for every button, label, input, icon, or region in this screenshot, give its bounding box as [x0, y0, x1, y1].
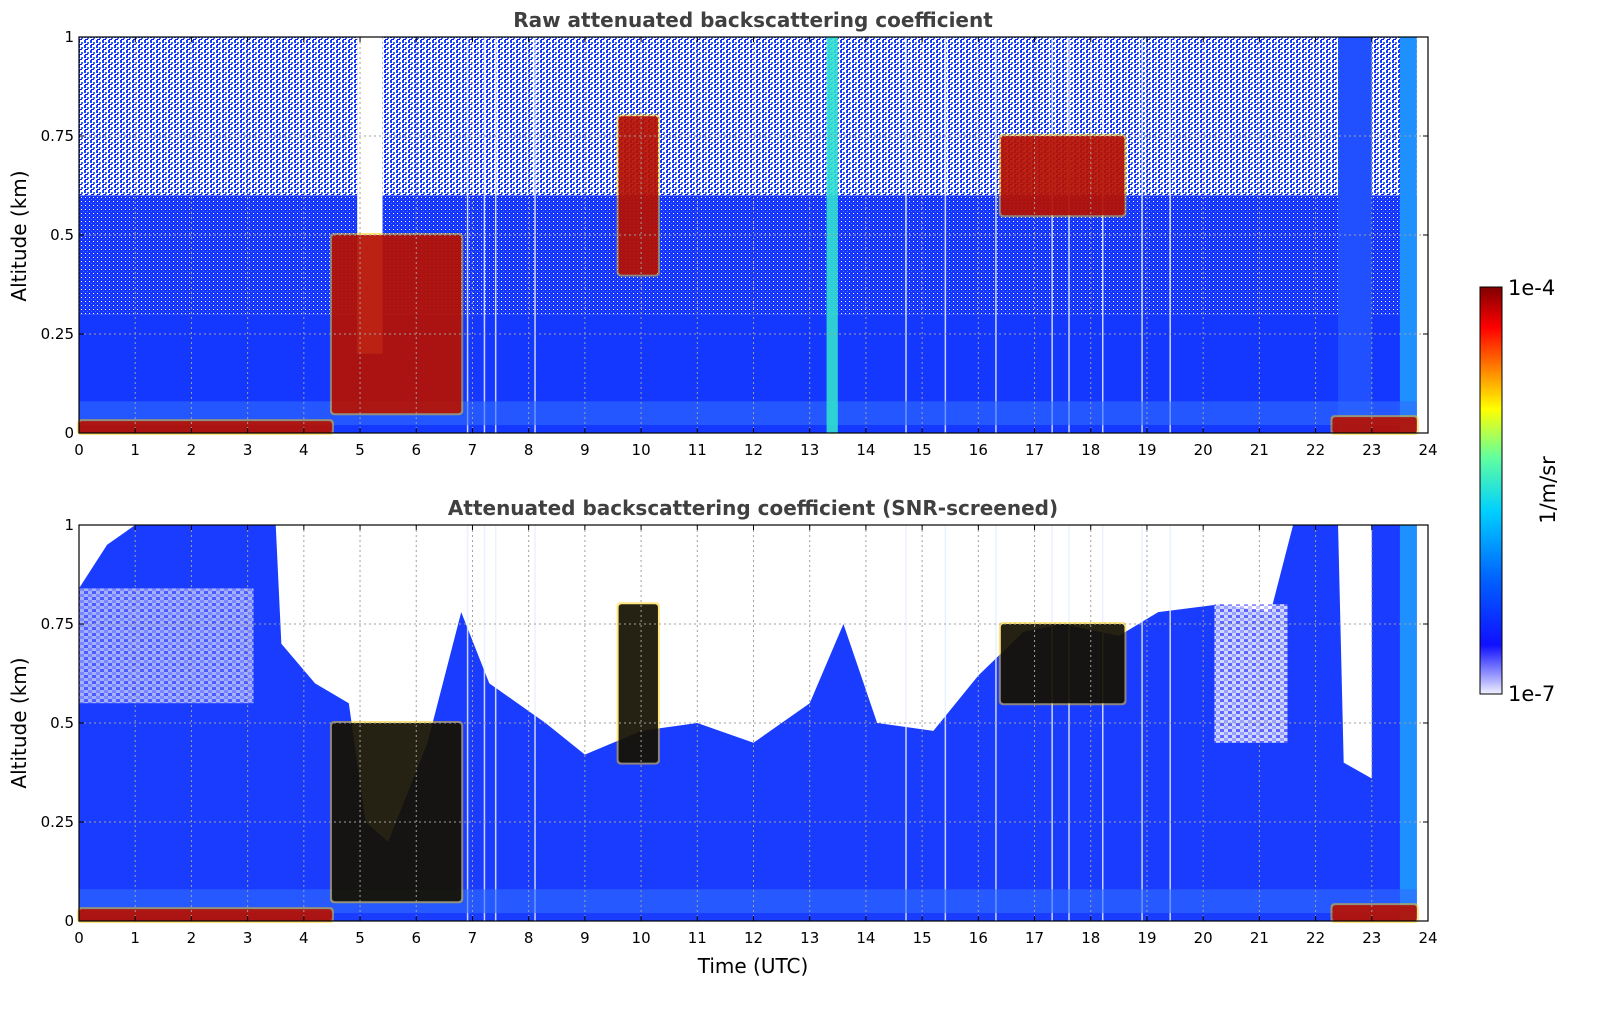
- grid: [79, 525, 1428, 921]
- x-tick-label: 0: [74, 441, 84, 459]
- x-tick-label: 12: [744, 929, 763, 947]
- heatmap-feature: [331, 235, 462, 414]
- x-tick-label: 12: [744, 441, 763, 459]
- plot-area: 0 1 2 3 4 5 6 7 8 9 10 11 12 13 14 15 16 17 18 19 20 21 22 23 24…: [41, 516, 1438, 947]
- grid: [79, 37, 1428, 433]
- heatmap-feature: [1000, 624, 1125, 704]
- x-tick-label: 3: [243, 441, 253, 459]
- heatmap-feature: [826, 37, 838, 433]
- panel-raw: Raw attenuated backscattering coefficien…: [7, 8, 1438, 459]
- y-tick-label: 1: [64, 516, 74, 534]
- x-tick-label: 18: [1081, 929, 1100, 947]
- chart-title: Attenuated backscattering coefficient (S…: [448, 496, 1058, 520]
- x-tick-label: 6: [411, 441, 421, 459]
- x-tick-label: 22: [1306, 441, 1325, 459]
- colorbar: 1e-4 1e-7 1/m/sr: [1479, 276, 1560, 706]
- colorbar-gradient: [1479, 286, 1503, 695]
- x-tick-label: 0: [74, 929, 84, 947]
- x-tick-label: 6: [411, 929, 421, 947]
- x-tick-label: 8: [524, 929, 534, 947]
- x-tick-label: 14: [856, 441, 875, 459]
- y-tick-label: 0.25: [41, 813, 74, 831]
- heatmap-features: [77, 37, 1419, 435]
- x-tick-label: 23: [1362, 929, 1381, 947]
- x-tick-label: 24: [1418, 929, 1437, 947]
- x-tick-label: 16: [969, 929, 988, 947]
- x-tick-label: 21: [1250, 441, 1269, 459]
- x-tick-label: 22: [1306, 929, 1325, 947]
- x-tick-label: 13: [800, 929, 819, 947]
- x-tick-label: 14: [856, 929, 875, 947]
- x-tick-label: 11: [688, 929, 707, 947]
- x-tick-label: 1: [130, 929, 140, 947]
- heatmap-feature: [79, 421, 332, 433]
- x-tick-label: 7: [468, 929, 478, 947]
- colorbar-unit-label: 1/m/sr: [1536, 456, 1560, 524]
- x-tick-label: 2: [187, 441, 197, 459]
- x-tick-label: 23: [1362, 441, 1381, 459]
- y-tick-label: 0.25: [41, 325, 74, 343]
- chart-title: Raw attenuated backscattering coefficien…: [513, 8, 993, 32]
- heatmap-feature: [618, 604, 658, 763]
- x-tick-label: 10: [632, 929, 651, 947]
- x-tick-label: 10: [632, 441, 651, 459]
- heatmap-features: [77, 602, 1419, 923]
- x-axis-label: Time (UTC): [697, 954, 809, 978]
- heatmap-feature: [1332, 905, 1417, 921]
- y-tick-label: 0.5: [50, 714, 74, 732]
- x-tick-label: 13: [800, 441, 819, 459]
- x-tick-label: 24: [1418, 441, 1437, 459]
- y-axis-label: Altitude (km): [7, 657, 31, 788]
- x-tick-label: 9: [580, 929, 590, 947]
- plot-area: 0 1 2 3 4 5 6 7 8 9 10 11 12 13 14 15 16 17 18 19 20 21 22 23 24…: [41, 28, 1438, 459]
- heatmap-feature: [331, 723, 462, 902]
- colorbar-min-label: 1e-7: [1508, 682, 1555, 706]
- heatmap-feature: [1000, 136, 1125, 216]
- y-tick-label: 0: [64, 912, 74, 930]
- x-tick-label: 15: [913, 929, 932, 947]
- x-tick-label: 16: [969, 441, 988, 459]
- x-tick-label: 17: [1025, 441, 1044, 459]
- x-tick-label: 9: [580, 441, 590, 459]
- x-tick-label: 17: [1025, 929, 1044, 947]
- heatmap-feature: [618, 116, 658, 275]
- panel-screened: Attenuated backscattering coefficient (S…: [7, 496, 1438, 978]
- y-tick-label: 0.75: [41, 615, 74, 633]
- y-axis-label: Altitude (km): [7, 170, 31, 301]
- x-tick-label: 3: [243, 929, 253, 947]
- x-tick-label: 19: [1137, 929, 1156, 947]
- y-tick-label: 1: [64, 28, 74, 46]
- x-tick-label: 7: [468, 441, 478, 459]
- y-tick-label: 0.5: [50, 226, 74, 244]
- x-tick-label: 20: [1194, 929, 1213, 947]
- x-tick-label: 15: [913, 441, 932, 459]
- x-tick-label: 4: [299, 441, 309, 459]
- x-tick-label: 5: [355, 929, 365, 947]
- x-tick-label: 19: [1137, 441, 1156, 459]
- x-tick-label: 11: [688, 441, 707, 459]
- x-tick-label: 8: [524, 441, 534, 459]
- x-tick-label: 2: [187, 929, 197, 947]
- y-tick-label: 0: [64, 424, 74, 442]
- heatmap-feature: [79, 909, 332, 921]
- heatmap-feature: [1332, 417, 1417, 433]
- x-tick-label: 20: [1194, 441, 1213, 459]
- x-tick-label: 21: [1250, 929, 1269, 947]
- x-tick-label: 1: [130, 441, 140, 459]
- y-tick-label: 0.75: [41, 127, 74, 145]
- x-tick-label: 5: [355, 441, 365, 459]
- x-tick-label: 4: [299, 929, 309, 947]
- colorbar-max-label: 1e-4: [1508, 276, 1555, 300]
- x-tick-label: 18: [1081, 441, 1100, 459]
